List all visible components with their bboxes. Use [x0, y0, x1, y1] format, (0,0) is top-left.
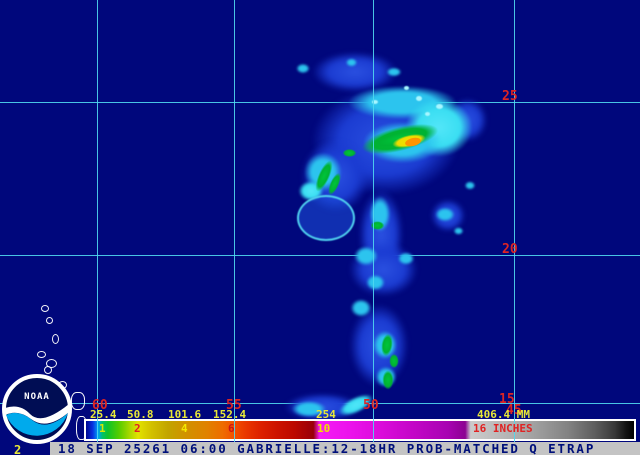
status-text: 18 SEP 25261 06:00 GABRIELLE:12-18HR PRO… [58, 441, 596, 455]
gridline-vertical [97, 0, 98, 443]
gridline-horizontal [0, 255, 640, 256]
longitude-label: 50 [363, 398, 379, 413]
inch-tick-label: 10 [317, 422, 331, 435]
mm-tick-label: 25.4 [90, 408, 117, 421]
status-bar: 18 SEP 25261 06:00 GABRIELLE:12-18HR PRO… [50, 442, 640, 455]
inch-tick-label: 4 [181, 422, 188, 435]
inch-tick-label: 16 INCHES [473, 422, 533, 435]
inch-tick-label: 1 [99, 422, 106, 435]
longitude-label: 60 [92, 398, 108, 413]
color-scale-gradient [86, 421, 634, 439]
latitude-label: 25 [502, 89, 518, 104]
noaa-logo: NOAA [2, 374, 72, 444]
mm-tick-label: 254 [316, 408, 336, 421]
mm-tick-label: 101.6 [168, 408, 202, 421]
eye-ring [297, 195, 355, 241]
gridline-vertical [514, 0, 515, 443]
mm-tick-label: 406.4 MM [477, 408, 530, 421]
mm-tick-label: 152.4 [213, 408, 247, 421]
longitude-label: 55 [226, 398, 242, 413]
gridline-vertical [373, 0, 374, 443]
inch-tick-label: 6 [228, 422, 235, 435]
inch-tick-label: 2 [134, 422, 141, 435]
latitude-label: 15 [499, 392, 515, 407]
latitude-label: 20 [502, 242, 518, 257]
longitude-label: 45 [506, 403, 522, 418]
gridline-vertical [234, 0, 235, 443]
stray-scale-label: 2 [14, 443, 22, 455]
color-scale-bar [84, 419, 636, 441]
mm-tick-label: 50.8 [127, 408, 154, 421]
noaa-logo-text: NOAA [24, 392, 50, 402]
